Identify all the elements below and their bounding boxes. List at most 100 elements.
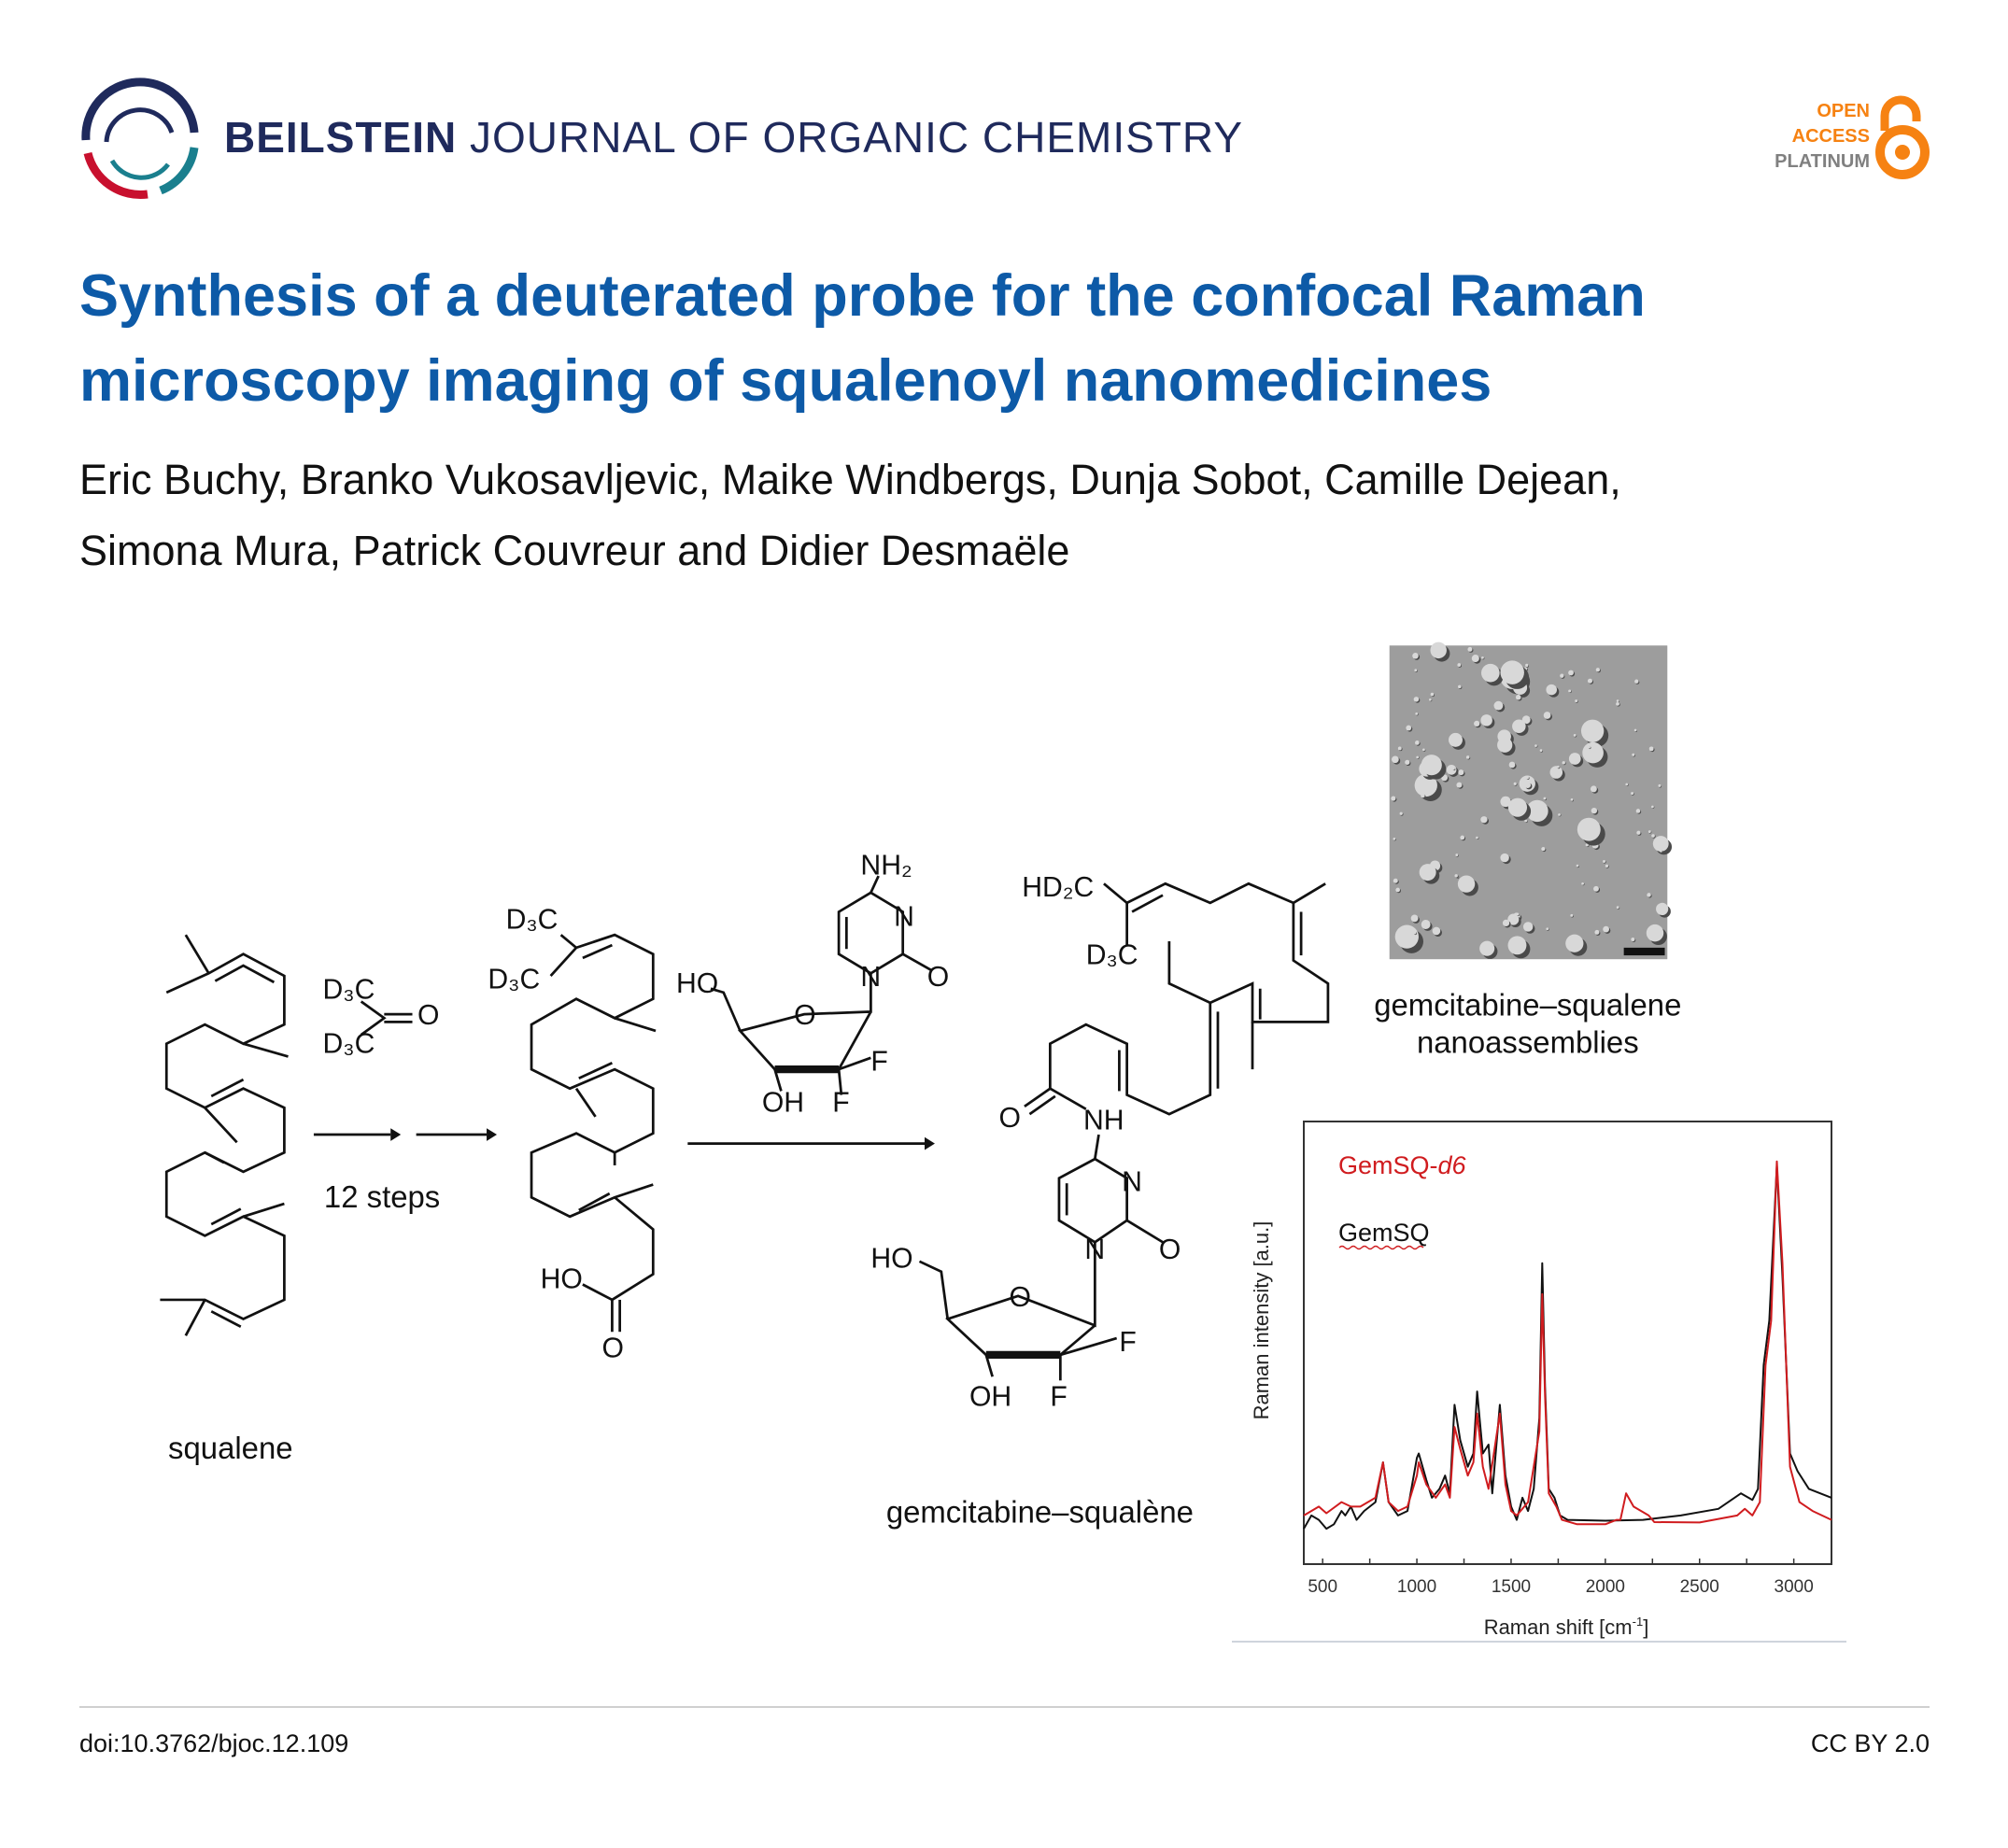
- title-line-1: Synthesis of a deuterated probe for the …: [79, 263, 1646, 329]
- atom-label: N: [1122, 1166, 1142, 1197]
- nanoparticle: [1647, 893, 1651, 897]
- nanoparticle: [1395, 887, 1401, 893]
- nanoparticle: [1577, 817, 1601, 841]
- nanoparticle: [1512, 719, 1526, 734]
- nanoparticle: [1568, 753, 1581, 765]
- nanoparticle: [1406, 725, 1412, 731]
- nanoparticle: [1497, 737, 1513, 753]
- nanoparticle: [1595, 668, 1601, 672]
- spellcheck-underline: [1338, 1245, 1424, 1250]
- nanoparticle: [1393, 878, 1398, 883]
- nanoparticle: [1591, 808, 1598, 814]
- nanoparticle: [1457, 875, 1476, 893]
- plot-frame: [1303, 1121, 1832, 1565]
- atom-label: N: [894, 902, 914, 933]
- journal-name: BEILSTEIN JOURNAL OF ORGANIC CHEMISTRY: [224, 112, 1243, 162]
- nanoparticle: [1456, 782, 1463, 788]
- nanoparticle: [1481, 663, 1500, 683]
- nanoparticle: [1419, 864, 1436, 882]
- nanoparticle: [1585, 843, 1589, 847]
- article-title: Synthesis of a deuterated probe for the …: [79, 254, 1947, 424]
- atom-label: OH: [969, 1382, 1011, 1413]
- nanoparticle: [1449, 732, 1463, 747]
- nanoparticle: [1560, 673, 1564, 678]
- nanoparticle: [1568, 670, 1574, 676]
- atom-label: HO: [541, 1264, 583, 1295]
- nanoparticle: [1562, 761, 1565, 765]
- nanoparticle: [1391, 796, 1396, 801]
- series-line-gemsq-d6: [1303, 1160, 1832, 1526]
- atom-label: O: [417, 1000, 439, 1031]
- nanoparticle: [1476, 836, 1478, 839]
- caption-nano-line-2: nanoassemblies: [1417, 1024, 1639, 1059]
- scale-bar: [1623, 947, 1665, 956]
- nanoparticle: [1465, 755, 1470, 759]
- journal-name-bold: BEILSTEIN: [224, 113, 458, 162]
- nanoparticle: [1415, 712, 1419, 715]
- nanoparticle: [1633, 728, 1637, 732]
- nanoparticle: [1588, 745, 1591, 749]
- nanoparticle: [1546, 684, 1557, 696]
- x-tick-label: 1500: [1492, 1577, 1531, 1597]
- x-tick-label: 2500: [1680, 1577, 1719, 1597]
- doi-link[interactable]: doi:10.3762/bjoc.12.109: [79, 1729, 349, 1757]
- nanoparticle: [1543, 712, 1551, 719]
- authors-line-1: Eric Buchy, Branko Vukosavljevic, Maike …: [79, 456, 1621, 503]
- legend-gemsq: GemSQ: [1338, 1219, 1430, 1247]
- arrow-head: [924, 1136, 935, 1150]
- atom-label: D₃C: [488, 965, 540, 995]
- logo-inner-arc-teal: [109, 159, 170, 180]
- footer-divider: [79, 1706, 1930, 1708]
- arrow-head: [487, 1128, 498, 1141]
- nanoparticle: [1455, 853, 1459, 857]
- atom-label: O: [794, 1000, 815, 1031]
- nanoparticle: [1581, 882, 1584, 885]
- open-lock-icon: [1875, 95, 1930, 179]
- nanoparticle: [1422, 748, 1425, 752]
- nanoparticle: [1515, 694, 1521, 700]
- nanoparticle: [1543, 797, 1547, 800]
- nanoparticle: [1507, 936, 1527, 955]
- nanoparticle: [1394, 924, 1419, 949]
- nanoparticle: [1648, 746, 1654, 752]
- nanoparticle: [1421, 755, 1442, 776]
- journal-name-light: JOURNAL OF ORGANIC CHEMISTRY: [457, 113, 1243, 162]
- logo-inner-arc: [104, 107, 175, 143]
- atom-label: O: [999, 1103, 1021, 1134]
- nanoparticle: [1575, 699, 1578, 703]
- nanoparticle: [1587, 678, 1593, 684]
- atom-label: N: [1084, 1234, 1105, 1265]
- nanoparticle: [1392, 755, 1399, 764]
- atom-label: O: [601, 1333, 623, 1364]
- nanoparticle: [1651, 834, 1655, 838]
- atom-label: F: [1050, 1382, 1067, 1413]
- nanoparticle: [1605, 864, 1609, 868]
- nanoparticle: [1603, 860, 1605, 863]
- nanoparticle: [1508, 761, 1516, 769]
- nanoparticle: [1471, 655, 1479, 663]
- legend-gemsq-d6: GemSQ-d6: [1338, 1151, 1467, 1179]
- atom-label: OH: [762, 1087, 804, 1118]
- nanoparticle: [1647, 830, 1651, 833]
- nanoparticle: [1534, 744, 1537, 747]
- nanoparticle: [1481, 656, 1484, 659]
- badge-access: ACCESS: [1791, 126, 1870, 147]
- nanoparticle: [1570, 798, 1574, 801]
- nanoparticle: [1646, 924, 1664, 942]
- nanoparticle: [1502, 919, 1510, 927]
- caption-product: gemcitabine–squalène: [886, 1495, 1194, 1530]
- atom-label: NH₂: [860, 851, 912, 882]
- tem-micrograph: [1389, 642, 1673, 960]
- nanoparticle: [1593, 885, 1599, 892]
- nanoparticle: [1632, 753, 1635, 756]
- nanoparticle: [1467, 646, 1473, 652]
- nanoparticle: [1480, 816, 1488, 824]
- series-line-gemsq: [1303, 1164, 1832, 1531]
- logo-arc-teal: [159, 147, 199, 195]
- nanoparticle: [1616, 906, 1619, 910]
- x-axis-label: Raman shift [cm-1]: [1484, 1615, 1649, 1639]
- nanoparticle: [1580, 719, 1605, 742]
- nanoparticle: [1429, 698, 1432, 701]
- nanoparticle: [1656, 902, 1669, 915]
